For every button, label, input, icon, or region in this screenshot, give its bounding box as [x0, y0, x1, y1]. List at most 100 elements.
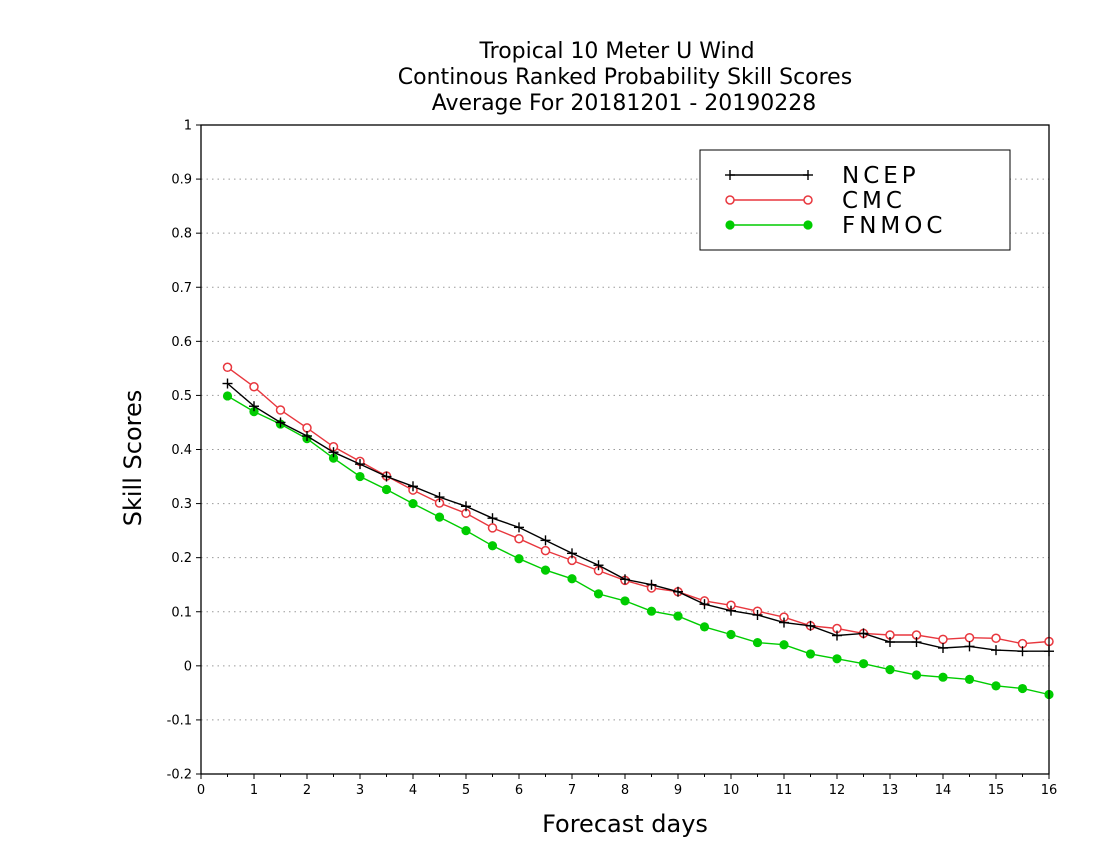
x-tick-label: 11: [776, 783, 793, 798]
series-ncep-point: [355, 459, 365, 470]
series-cmc-point: [964, 632, 975, 643]
series-ncep-point: [381, 471, 392, 482]
legend-label-ncep: NCEP: [842, 163, 920, 189]
chart-title: Tropical 10 Meter U Wind Continous Ranke…: [398, 39, 852, 116]
legend-swatch-marker: [725, 170, 735, 180]
y-tick-label: 0.7: [171, 281, 192, 296]
legend-label-cmc: CMC: [842, 188, 906, 214]
x-tick-label: 7: [568, 783, 576, 798]
series-ncep-point: [222, 378, 233, 389]
series-fnmoc-point: [567, 574, 577, 584]
series-fnmoc-point: [991, 681, 1001, 691]
series-ncep-point: [540, 535, 551, 546]
series-fnmoc-point: [514, 554, 524, 564]
series-fnmoc-point: [646, 606, 657, 616]
series-ncep-point: [805, 620, 816, 631]
x-tick-label: 12: [829, 783, 846, 798]
y-tick-label: 0.5: [171, 389, 192, 404]
series-fnmoc-point: [487, 541, 498, 551]
series-cmc-point: [487, 523, 498, 533]
chart-title-line-2: Continous Ranked Probability Skill Score…: [398, 65, 852, 90]
x-tick-label: 10: [723, 783, 740, 798]
y-tick-label: 0.4: [171, 443, 192, 458]
series-fnmoc-point: [540, 565, 551, 575]
series-ncep-point: [938, 642, 948, 653]
series-fnmoc-point: [752, 637, 763, 648]
series-fnmoc-line: [227, 395, 1050, 696]
x-tick-label: 14: [935, 783, 952, 798]
y-axis-title: Skill Scores: [119, 390, 147, 527]
series-fnmoc-point: [673, 611, 683, 621]
series-ncep-point: [302, 430, 312, 441]
series-ncep-point: [646, 579, 657, 590]
x-tick-label: 5: [462, 783, 470, 798]
series-fnmoc-point: [779, 640, 789, 650]
y-tick-label: 0.1: [171, 605, 192, 620]
series-fnmoc-point: [938, 672, 948, 682]
series-fnmoc-point: [328, 453, 339, 463]
series-ncep-point: [328, 447, 339, 458]
series-fnmoc-point: [964, 674, 975, 684]
series-layer: [222, 362, 1054, 700]
series-fnmoc-point: [408, 498, 418, 509]
series-ncep-point: [726, 605, 736, 616]
plot-frame: [200, 124, 1050, 775]
x-tick-label: 1: [250, 783, 258, 798]
series-ncep-point: [275, 417, 286, 428]
legend-swatch-marker: [803, 170, 813, 180]
series-ncep: [222, 378, 1054, 657]
legend-swatch-marker: [803, 220, 813, 230]
series-cmc-line: [227, 366, 1050, 645]
series-ncep-point: [408, 481, 418, 492]
series-fnmoc-point: [620, 596, 630, 606]
x-tick-label: 3: [356, 783, 364, 798]
series-cmc-point: [514, 533, 524, 544]
legend-entry-ncep: NCEP: [725, 163, 920, 189]
legend-entry-cmc: CMC: [725, 188, 906, 214]
series-ncep-point: [567, 548, 577, 559]
x-tick-label: 2: [303, 783, 311, 798]
y-tick-label: 0.2: [171, 551, 192, 566]
series-fnmoc-point: [355, 471, 365, 482]
x-tick-label: 0: [197, 783, 205, 798]
series-cmc: [222, 362, 1054, 649]
series-ncep-point: [885, 637, 895, 648]
legend-label-fnmoc: FNMOC: [842, 213, 946, 239]
y-tick-label: 0.6: [171, 335, 192, 350]
x-tick-label: 4: [409, 783, 417, 798]
series-ncep-point: [620, 574, 630, 585]
series-fnmoc-point: [381, 484, 392, 495]
x-axis-ticks: 0 1 2 3 4 5 6 7 8 9 10 11 12 13 14 15 16: [197, 774, 1057, 798]
x-tick-label: 15: [988, 783, 1005, 798]
series-ncep-point: [487, 513, 498, 524]
y-tick-label: 1: [184, 119, 192, 134]
series-fnmoc: [222, 391, 1054, 700]
series-fnmoc-point: [222, 391, 233, 401]
series-cmc-point: [540, 545, 551, 556]
series-fnmoc-point: [434, 512, 445, 522]
y-tick-label: 0.9: [171, 173, 192, 188]
series-ncep-point: [673, 586, 683, 597]
series-fnmoc-point: [726, 629, 736, 640]
gridlines: [201, 178, 1049, 721]
series-ncep-point: [964, 641, 975, 652]
y-tick-label: -0.2: [167, 768, 192, 783]
series-fnmoc-point: [249, 407, 259, 417]
series-cmc-point: [991, 633, 1001, 644]
series-ncep-point: [593, 560, 604, 571]
series-ncep-line: [227, 382, 1049, 652]
y-axis-ticks: -0.2 -0.1 0 0.1 0.2 0.3 0.4 0.5 0.6 0.7 0.8 0.9 1: [167, 119, 201, 783]
series-cmc-point: [938, 634, 948, 645]
series-fnmoc-point: [832, 654, 842, 664]
series-fnmoc-point: [461, 526, 471, 536]
series-fnmoc-point: [1017, 683, 1028, 694]
series-ncep-point: [461, 501, 471, 512]
x-tick-label: 13: [882, 783, 899, 798]
series-ncep-point: [434, 492, 445, 503]
series-cmc-point: [302, 423, 312, 433]
x-tick-label: 8: [621, 783, 629, 798]
series-ncep-point: [911, 637, 922, 648]
x-tick-label: 9: [674, 783, 682, 798]
